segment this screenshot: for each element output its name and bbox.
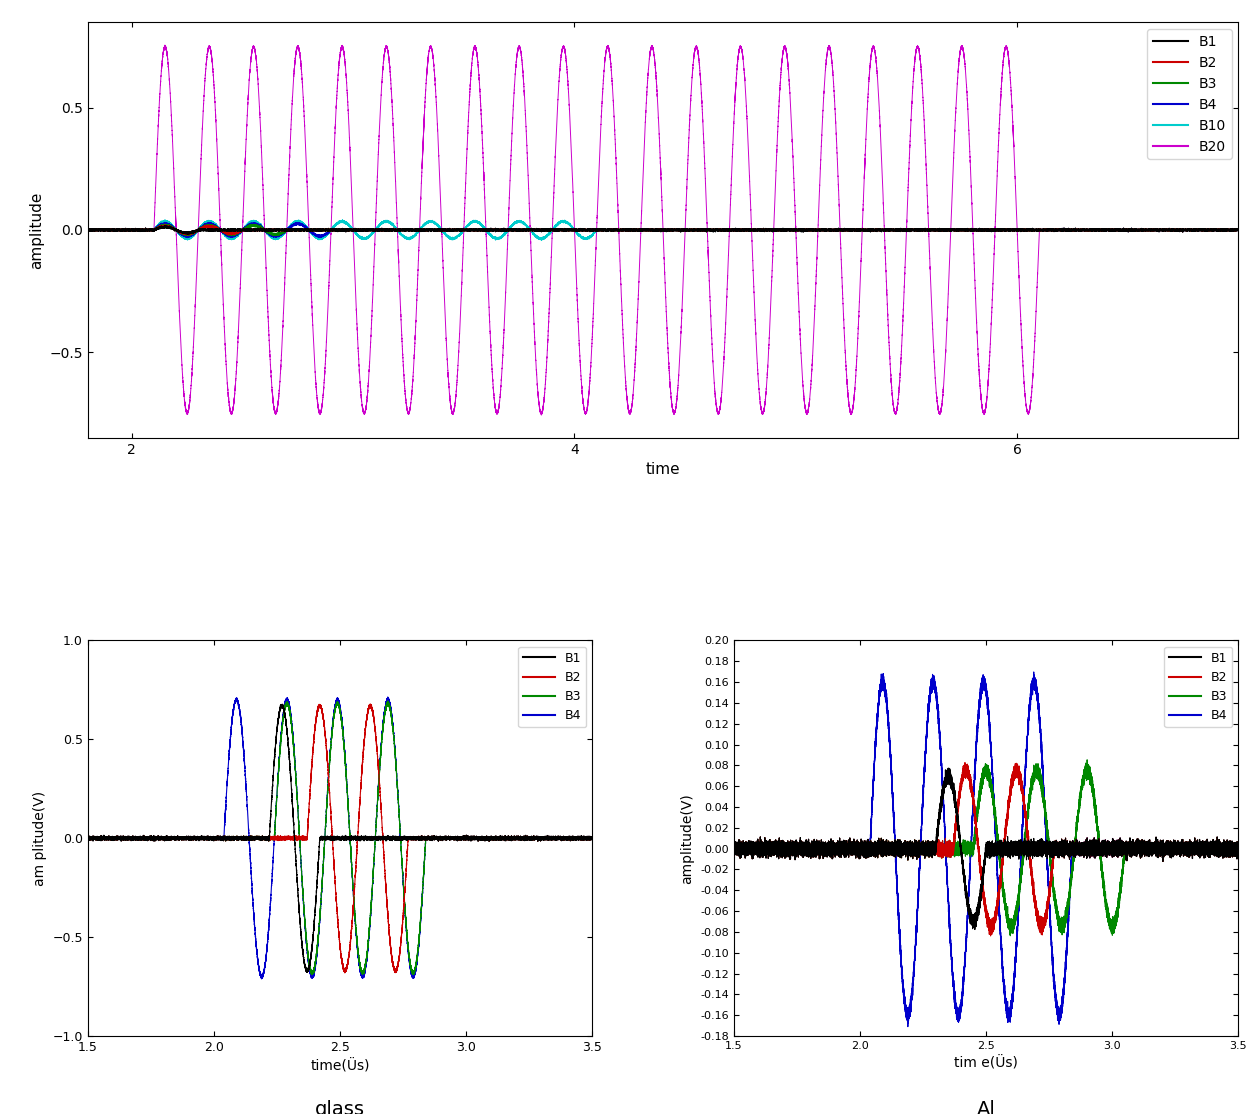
Legend: B1, B2, B3, B4: B1, B2, B3, B4 xyxy=(518,646,587,727)
X-axis label: time(Üs): time(Üs) xyxy=(310,1059,370,1074)
Legend: B1, B2, B3, B4, B10, B20: B1, B2, B3, B4, B10, B20 xyxy=(1147,29,1231,159)
Title: glass: glass xyxy=(315,1101,365,1114)
X-axis label: tim e(Üs): tim e(Üs) xyxy=(955,1056,1018,1071)
Y-axis label: amplitude: amplitude xyxy=(29,192,44,268)
X-axis label: time: time xyxy=(646,462,681,477)
Y-axis label: amplitude(V): amplitude(V) xyxy=(681,793,694,883)
Legend: B1, B2, B3, B4: B1, B2, B3, B4 xyxy=(1165,646,1232,727)
Title: Al: Al xyxy=(977,1101,996,1114)
Y-axis label: am plitude(V): am plitude(V) xyxy=(33,791,46,886)
